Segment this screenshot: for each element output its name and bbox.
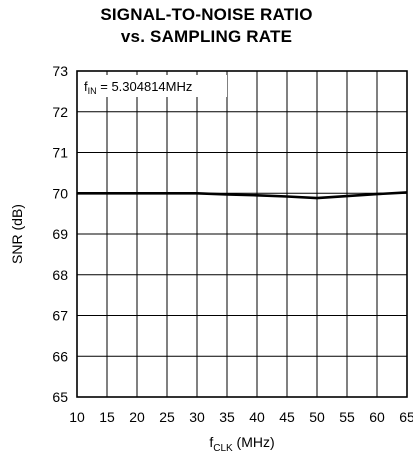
x-tick-label: 45 <box>279 409 295 425</box>
x-axis-label-unit: (MHz) <box>233 434 275 450</box>
x-tick-label: 40 <box>249 409 265 425</box>
x-tick-labels: 10 15 20 25 30 35 40 45 50 55 60 65 <box>69 409 413 425</box>
y-tick-label: 70 <box>52 185 68 201</box>
series-group <box>77 191 408 200</box>
y-tick-label: 65 <box>52 389 68 405</box>
annotation-f: f <box>84 79 88 94</box>
y-tick-labels: 65 66 67 68 69 70 71 72 73 <box>52 63 68 405</box>
x-tick-label: 25 <box>159 409 175 425</box>
x-axis-label-f: f <box>209 434 213 450</box>
y-tick-label: 68 <box>52 267 68 283</box>
x-tick-label: 35 <box>219 409 235 425</box>
series-line <box>77 191 408 200</box>
y-tick-label: 72 <box>52 104 68 120</box>
grid <box>77 71 407 397</box>
y-tick-label: 73 <box>52 63 68 79</box>
x-tick-label: 20 <box>129 409 145 425</box>
chart-title: SIGNAL-TO-NOISE RATIO <box>100 5 313 24</box>
y-tick-label: 71 <box>52 145 68 161</box>
x-tick-label: 60 <box>369 409 385 425</box>
chart-subtitle: vs. SAMPLING RATE <box>120 27 293 46</box>
y-tick-label: 67 <box>52 308 68 324</box>
x-tick-label: 30 <box>189 409 205 425</box>
x-tick-label: 50 <box>309 409 325 425</box>
plot-frame <box>76 70 408 398</box>
annotation-text: fIN = 5.304814MHz <box>84 79 192 96</box>
annotation-box: fIN = 5.304814MHz <box>79 75 227 97</box>
annotation-background <box>79 75 227 97</box>
annotation-subscript: IN <box>88 86 97 96</box>
x-axis-label-subscript: CLK <box>213 443 233 454</box>
x-tick-label: 15 <box>99 409 115 425</box>
annotation-value: = 5.304814MHz <box>97 79 193 94</box>
y-axis-label: SNR (dB) <box>9 204 25 264</box>
y-tick-label: 66 <box>52 348 68 364</box>
x-tick-label: 10 <box>69 409 85 425</box>
x-axis-label: fCLK (MHz) <box>209 434 274 454</box>
x-tick-label: 65 <box>399 409 413 425</box>
y-tick-label: 69 <box>52 226 68 242</box>
x-tick-label: 55 <box>339 409 355 425</box>
